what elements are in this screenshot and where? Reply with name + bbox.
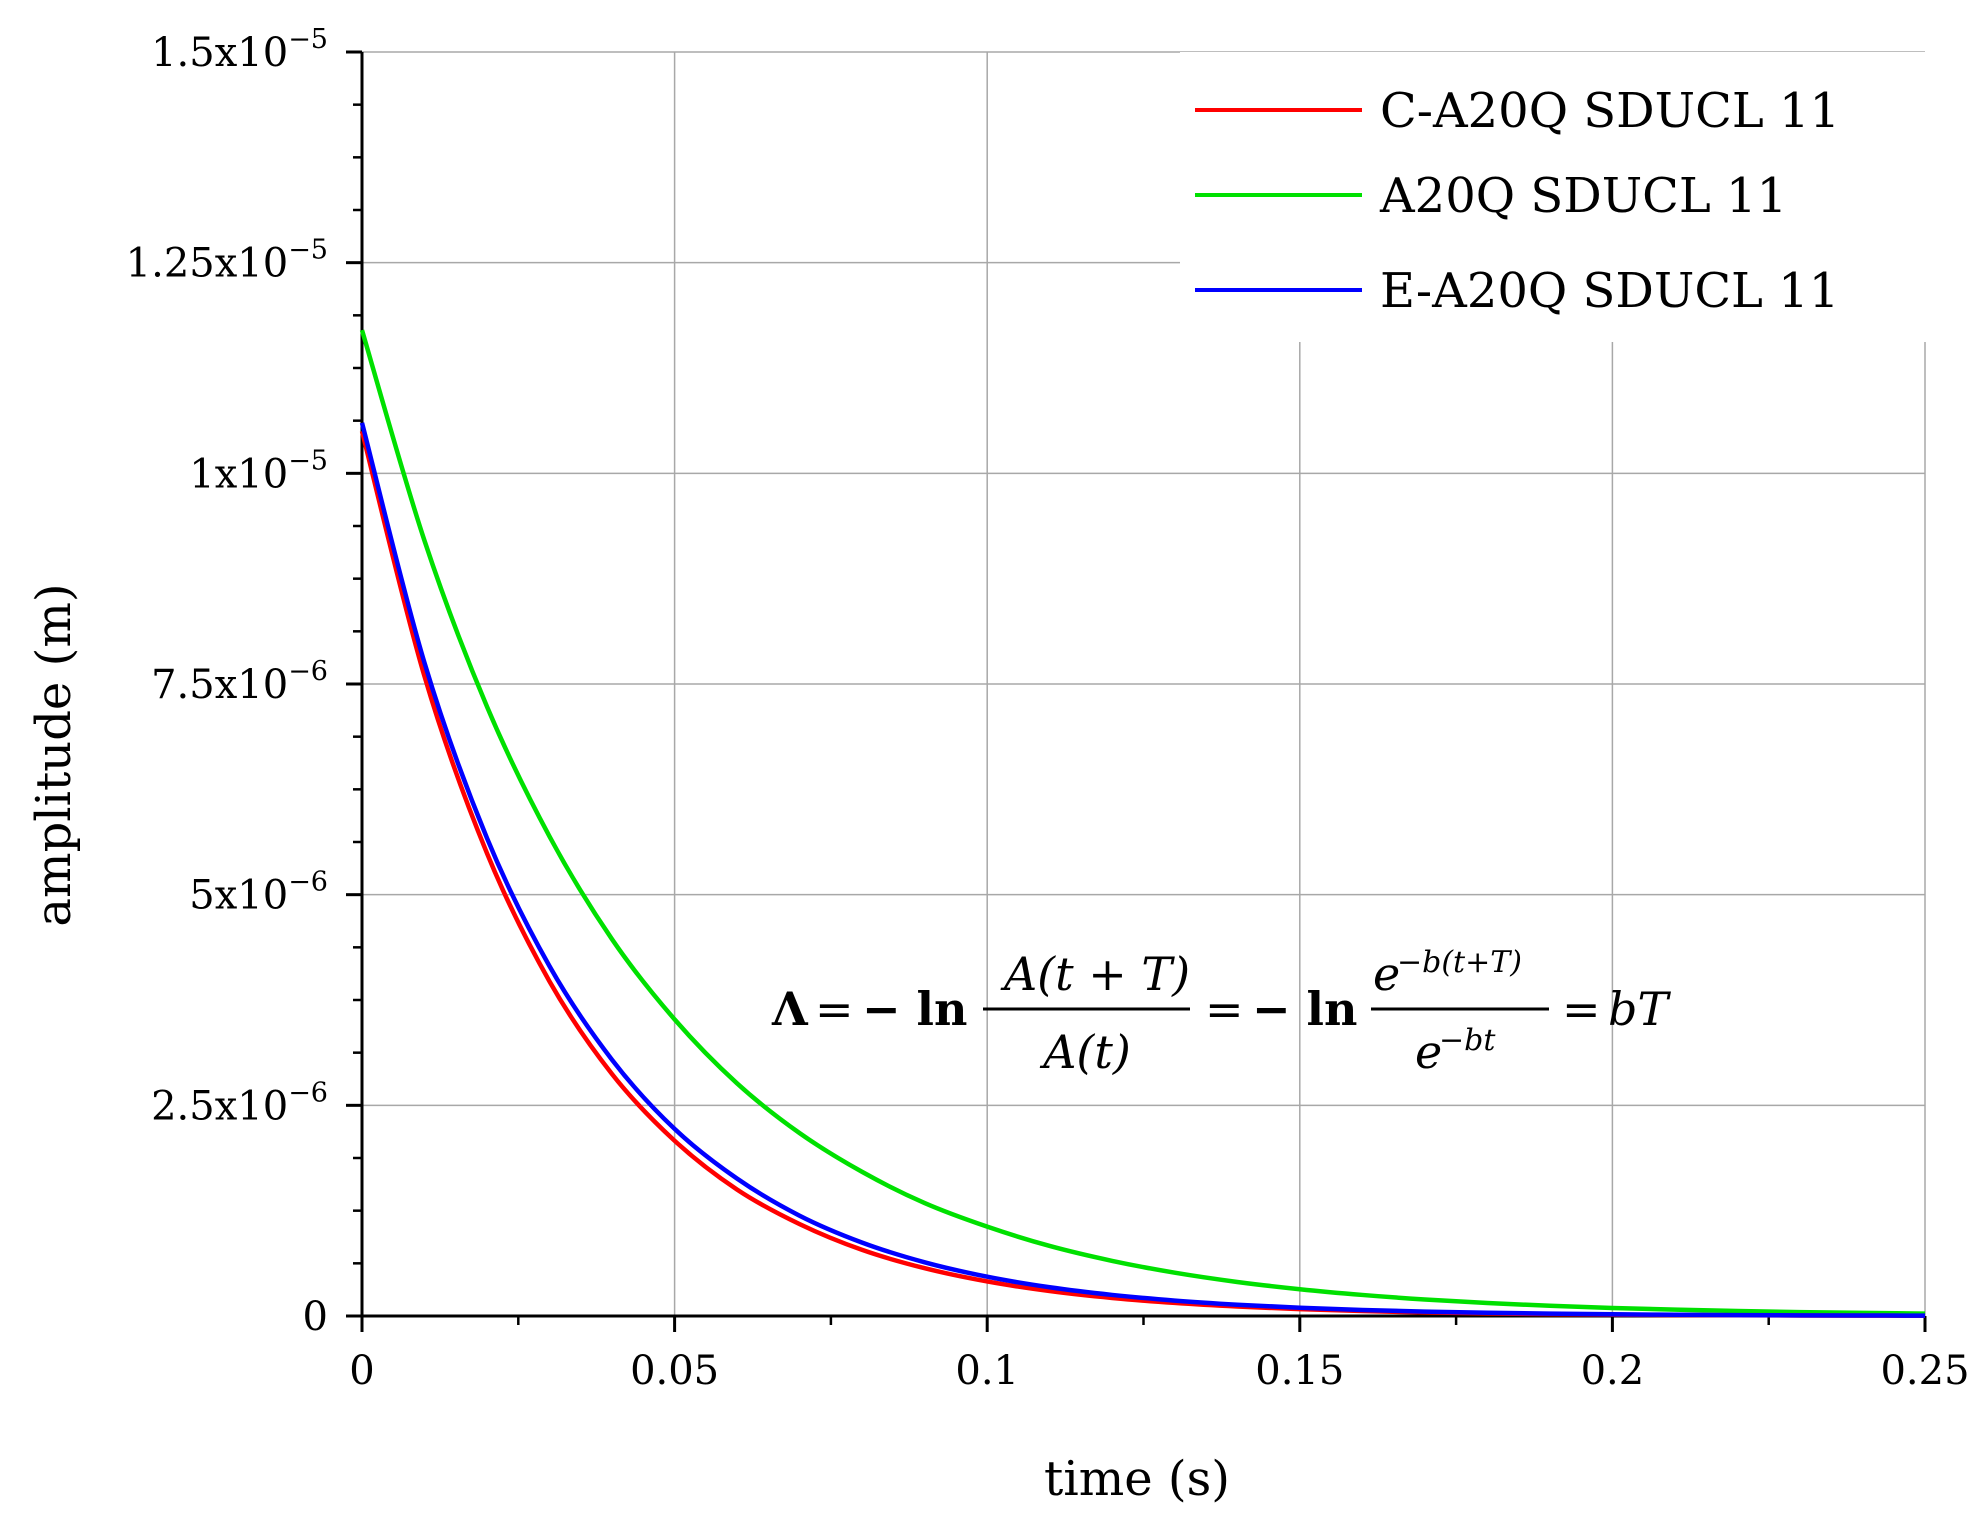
x-tick-label: 0.15: [1255, 1348, 1344, 1394]
y-tick-label: 0: [303, 1294, 328, 1340]
y-axis-title: amplitude (m): [26, 583, 82, 926]
x-tick-label: 0.1: [955, 1348, 1019, 1394]
formula-equals-3: =: [1562, 982, 1601, 1036]
x-tick-label: 0.2: [1581, 1348, 1645, 1394]
formula-frac1-numerator: A(t + T): [1000, 947, 1190, 1001]
formula-frac2-numerator-exp: −b(t+T): [1397, 945, 1522, 980]
formula-frac2-denominator-exp: −bt: [1439, 1023, 1496, 1058]
formula-neg-ln-2: − ln: [1252, 982, 1357, 1036]
formula-equals-1: =: [815, 982, 854, 1036]
formula-rhs: bT: [1608, 982, 1671, 1036]
formula-equals-2: =: [1205, 982, 1244, 1036]
x-tick-label: 0.25: [1880, 1348, 1969, 1394]
legend-label-e-a20q: E-A20Q SDUCL 11: [1380, 263, 1839, 319]
x-axis-title: time (s): [1044, 1451, 1230, 1507]
formula-lambda: Λ: [771, 982, 809, 1036]
x-tick-label: 0: [349, 1348, 374, 1394]
formula-neg-ln-1: − ln: [862, 982, 967, 1036]
legend-label-a20q: A20Q SDUCL 11: [1379, 168, 1787, 224]
formula-frac1-denominator: A(t): [1039, 1025, 1131, 1079]
legend-label-c-a20q: C-A20Q SDUCL 11: [1380, 83, 1840, 139]
legend: C-A20Q SDUCL 11 A20Q SDUCL 11 E-A20Q SDU…: [1180, 52, 1930, 342]
x-tick-label: 0.05: [630, 1348, 719, 1394]
chart: 0 0.05 0.1 0.15 0.2 0.2502.5x10−65x10−67.5x10…: [0, 0, 1987, 1521]
